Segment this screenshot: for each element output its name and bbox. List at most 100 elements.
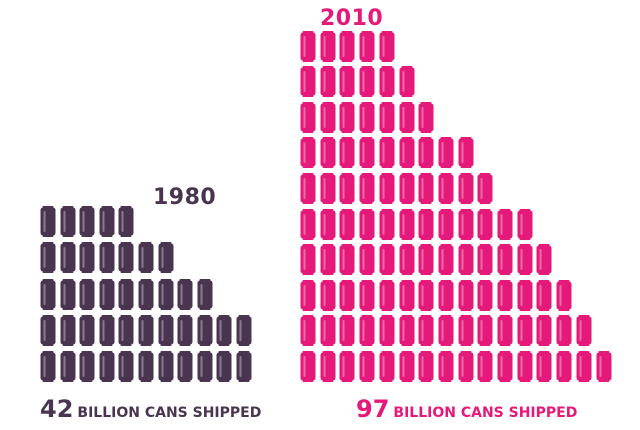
can-icon: [158, 351, 174, 382]
can-icon: [418, 244, 434, 276]
can-icon: [399, 279, 414, 311]
can-icon: [438, 137, 454, 169]
can-icon: [177, 314, 193, 346]
can-icon: [399, 208, 414, 240]
can-icon: [118, 206, 134, 238]
can-icon: [477, 279, 493, 311]
can-icon: [118, 242, 134, 274]
can-icon: [359, 101, 375, 133]
can-icon: [438, 173, 454, 204]
can-icon: [399, 66, 414, 98]
can-icon: [40, 314, 56, 346]
can-icon: [320, 173, 336, 204]
can-icon: [40, 278, 56, 310]
can-icon: [399, 351, 414, 382]
can-icon: [320, 30, 336, 62]
can-icon: [138, 242, 154, 274]
can-icon: [339, 208, 355, 240]
can-icon: [197, 314, 213, 346]
can-icon: [300, 30, 316, 62]
can-icon: [300, 173, 316, 204]
can-icon: [236, 351, 252, 382]
can-icon: [458, 351, 474, 382]
can-icon: [477, 244, 493, 276]
can-icon: [438, 315, 454, 347]
can-icon: [177, 278, 193, 310]
can-icon: [556, 279, 572, 311]
caption-2010: 97 BILLION CANS SHIPPED: [356, 397, 577, 421]
can-icon: [60, 278, 76, 310]
can-icon: [359, 315, 375, 347]
unit-label-2010: BILLION CANS SHIPPED: [393, 405, 578, 421]
can-icon: [379, 66, 395, 98]
can-icon: [458, 315, 474, 347]
can-icon: [99, 278, 115, 310]
can-icon: [399, 315, 414, 347]
can-icon: [158, 278, 174, 310]
can-icon: [497, 315, 513, 347]
can-icon: [236, 314, 252, 346]
can-icon: [379, 315, 395, 347]
year-label-2010: 2010: [320, 6, 384, 31]
can-icon: [399, 101, 414, 133]
can-icon: [359, 279, 375, 311]
can-icon: [320, 315, 336, 347]
can-icon: [399, 244, 414, 276]
can-icon: [216, 314, 232, 346]
can-icon: [438, 208, 454, 240]
can-icon: [216, 351, 232, 382]
can-icon: [536, 244, 552, 276]
can-icon: [79, 242, 95, 274]
can-icon: [99, 206, 115, 238]
can-icon: [99, 351, 115, 382]
can-icon: [379, 208, 395, 240]
can-icon: [320, 208, 336, 240]
can-icon: [458, 173, 474, 204]
can-icon: [379, 244, 395, 276]
can-icon: [138, 314, 154, 346]
can-icon: [536, 315, 552, 347]
can-icon: [79, 278, 95, 310]
can-icon: [418, 173, 434, 204]
can-icon: [359, 173, 375, 204]
can-icon: [458, 208, 474, 240]
can-icon: [339, 244, 355, 276]
can-icon: [556, 351, 572, 382]
can-icon: [556, 315, 572, 347]
value-label-1980: 42: [40, 395, 74, 423]
caption-1980: 42 BILLION CANS SHIPPED: [40, 397, 261, 421]
can-icon: [359, 351, 375, 382]
can-icon: [477, 208, 493, 240]
can-icon: [339, 66, 355, 98]
can-icon: [79, 206, 95, 238]
can-icon: [379, 279, 395, 311]
can-icon: [79, 314, 95, 346]
can-icon: [497, 351, 513, 382]
can-icon: [379, 30, 395, 62]
unit-label-1980: BILLION CANS SHIPPED: [77, 405, 262, 421]
can-icon: [339, 279, 355, 311]
can-icon: [197, 351, 213, 382]
can-icon: [596, 351, 611, 382]
can-icon: [477, 173, 493, 204]
can-icon: [300, 244, 316, 276]
can-icon: [359, 137, 375, 169]
can-icon: [477, 351, 493, 382]
can-icon: [79, 351, 95, 382]
can-icon: [418, 315, 434, 347]
can-icon: [536, 279, 552, 311]
can-icon: [339, 30, 355, 62]
can-icon: [418, 279, 434, 311]
can-icon: [418, 137, 434, 169]
can-icon: [359, 244, 375, 276]
can-icon: [497, 279, 513, 311]
can-icon: [339, 173, 355, 204]
can-icon: [197, 278, 213, 310]
can-icon: [118, 314, 134, 346]
can-icon: [118, 278, 134, 310]
can-icon: [339, 351, 355, 382]
can-icon: [320, 66, 336, 98]
can-icon: [399, 173, 414, 204]
can-icon: [300, 66, 316, 98]
